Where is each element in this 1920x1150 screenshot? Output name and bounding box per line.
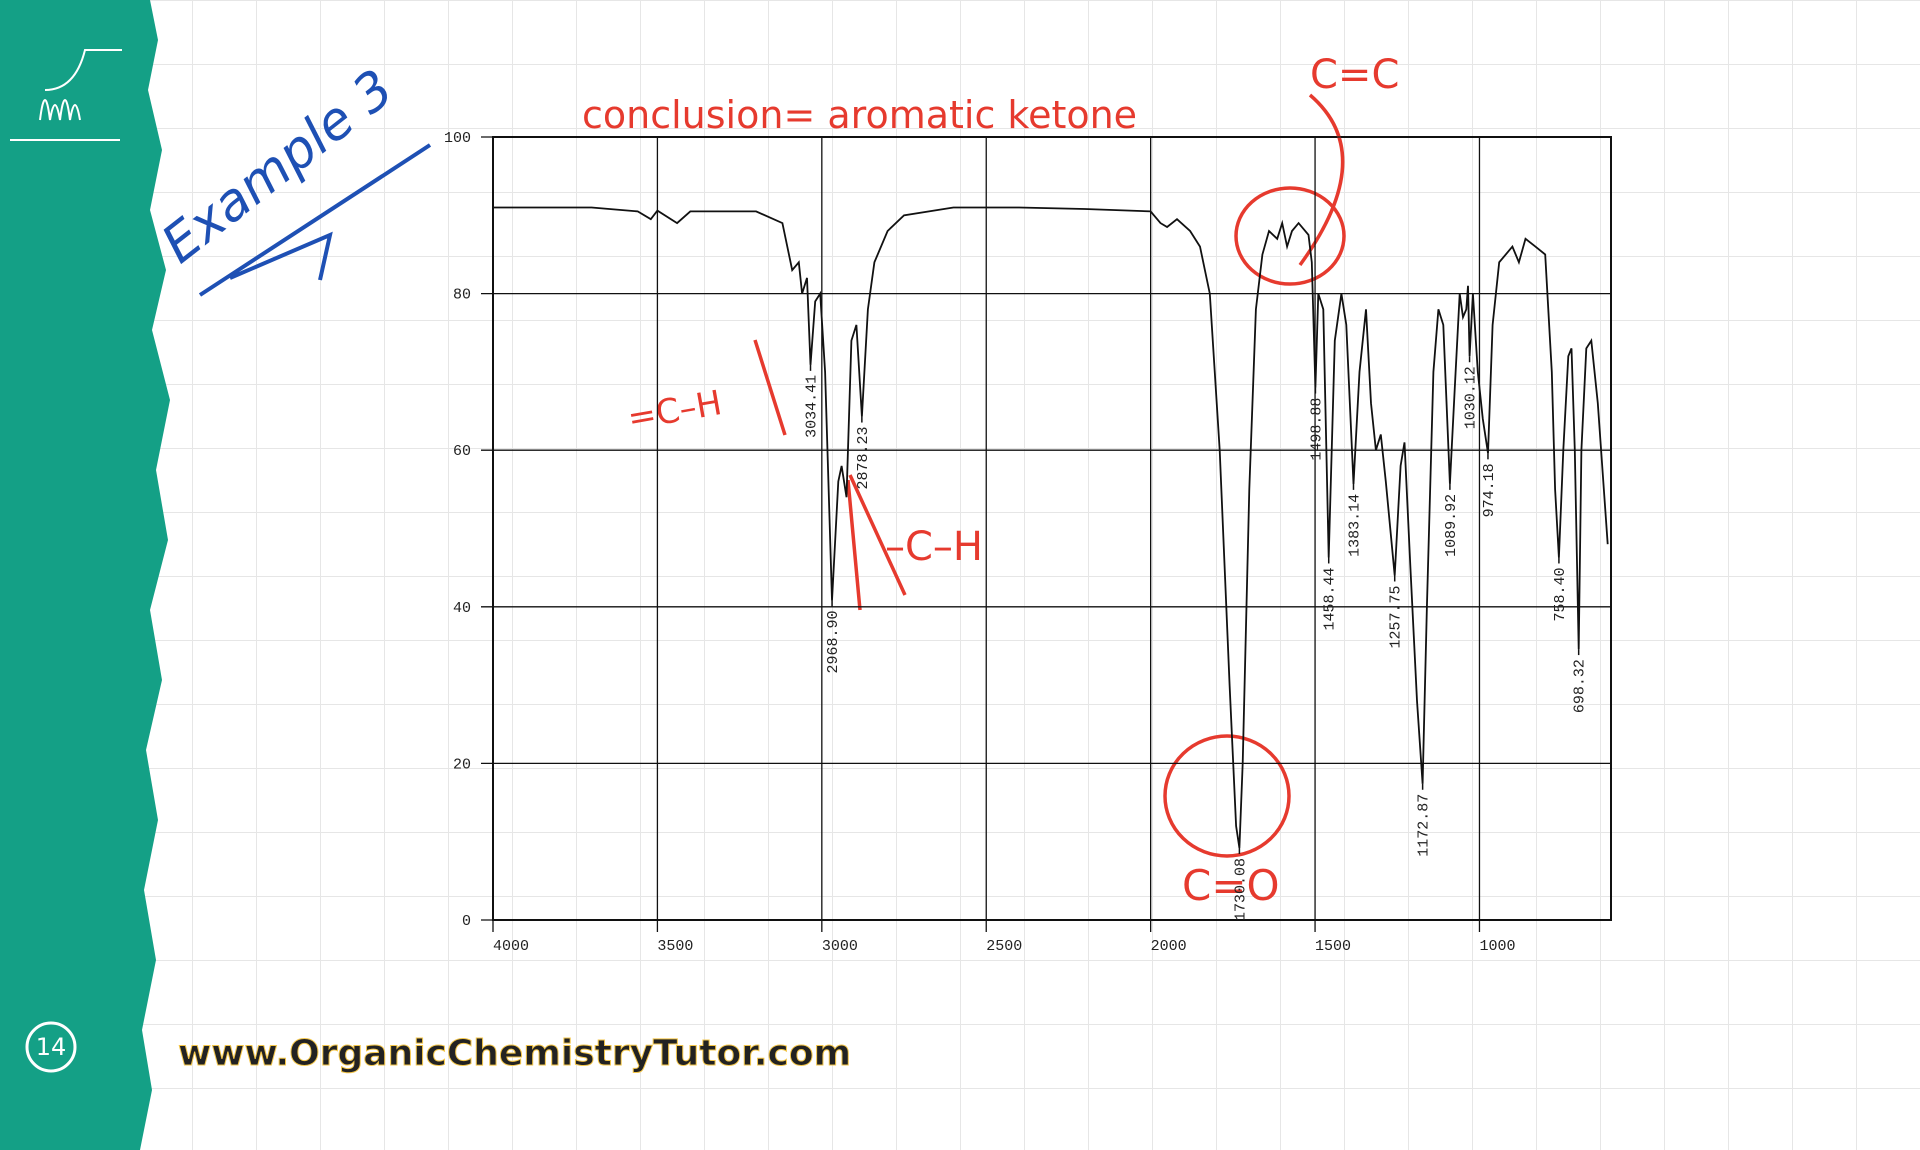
y-tick-label: 100 bbox=[444, 130, 471, 147]
website: www.OrganicChemistryTutor.com bbox=[178, 1033, 851, 1074]
x-tick-label: 3000 bbox=[822, 938, 858, 955]
y-tick-label: 0 bbox=[462, 913, 471, 930]
x-tick-label: 2500 bbox=[986, 938, 1022, 955]
peak-label: 1257.75 bbox=[1388, 585, 1405, 648]
annotation: C=O bbox=[1182, 861, 1280, 910]
logo bbox=[10, 49, 122, 141]
peak-label: 1730.08 bbox=[1232, 858, 1249, 921]
peak-label: 1498.88 bbox=[1308, 398, 1325, 461]
x-tick-label: 1500 bbox=[1315, 938, 1351, 955]
x-tick-label: 4000 bbox=[493, 938, 529, 955]
y-tick-label: 80 bbox=[453, 287, 471, 304]
peak-label: 1383.14 bbox=[1346, 494, 1363, 557]
green-strip bbox=[0, 0, 170, 1150]
x-tick-label: 1000 bbox=[1479, 938, 1515, 955]
page-badge bbox=[25, 1021, 77, 1073]
underline bbox=[198, 143, 432, 297]
peak-label: 3034.41 bbox=[804, 375, 821, 438]
peak-label: 758.40 bbox=[1552, 567, 1569, 621]
peak-label: 2968.90 bbox=[825, 611, 842, 674]
x-tick-label: 2000 bbox=[1151, 938, 1187, 955]
peak-label: 1172.87 bbox=[1416, 794, 1433, 857]
peak-label: 1458.44 bbox=[1322, 567, 1339, 630]
y-tick-label: 20 bbox=[453, 756, 471, 773]
annotation: C=C bbox=[1310, 52, 1399, 98]
page-number: 14 bbox=[36, 1033, 67, 1061]
y-tick-label: 40 bbox=[453, 600, 471, 617]
handwritten-marks bbox=[753, 93, 1346, 858]
x-tick-label: 3500 bbox=[657, 938, 693, 955]
annotation: –C–H bbox=[885, 524, 983, 570]
y-tick-label: 60 bbox=[453, 443, 471, 460]
peak-label: 1089.92 bbox=[1443, 494, 1460, 557]
annotation: =C–H bbox=[625, 383, 725, 439]
peak-label: 1030.12 bbox=[1463, 366, 1480, 429]
conclusion: conclusion= aromatic ketone bbox=[582, 93, 1137, 137]
peak-label: 974.18 bbox=[1481, 463, 1498, 517]
spectrum-line bbox=[493, 206, 1609, 849]
peak-label: 2878.23 bbox=[855, 427, 872, 490]
peak-label: 698.32 bbox=[1572, 659, 1589, 713]
